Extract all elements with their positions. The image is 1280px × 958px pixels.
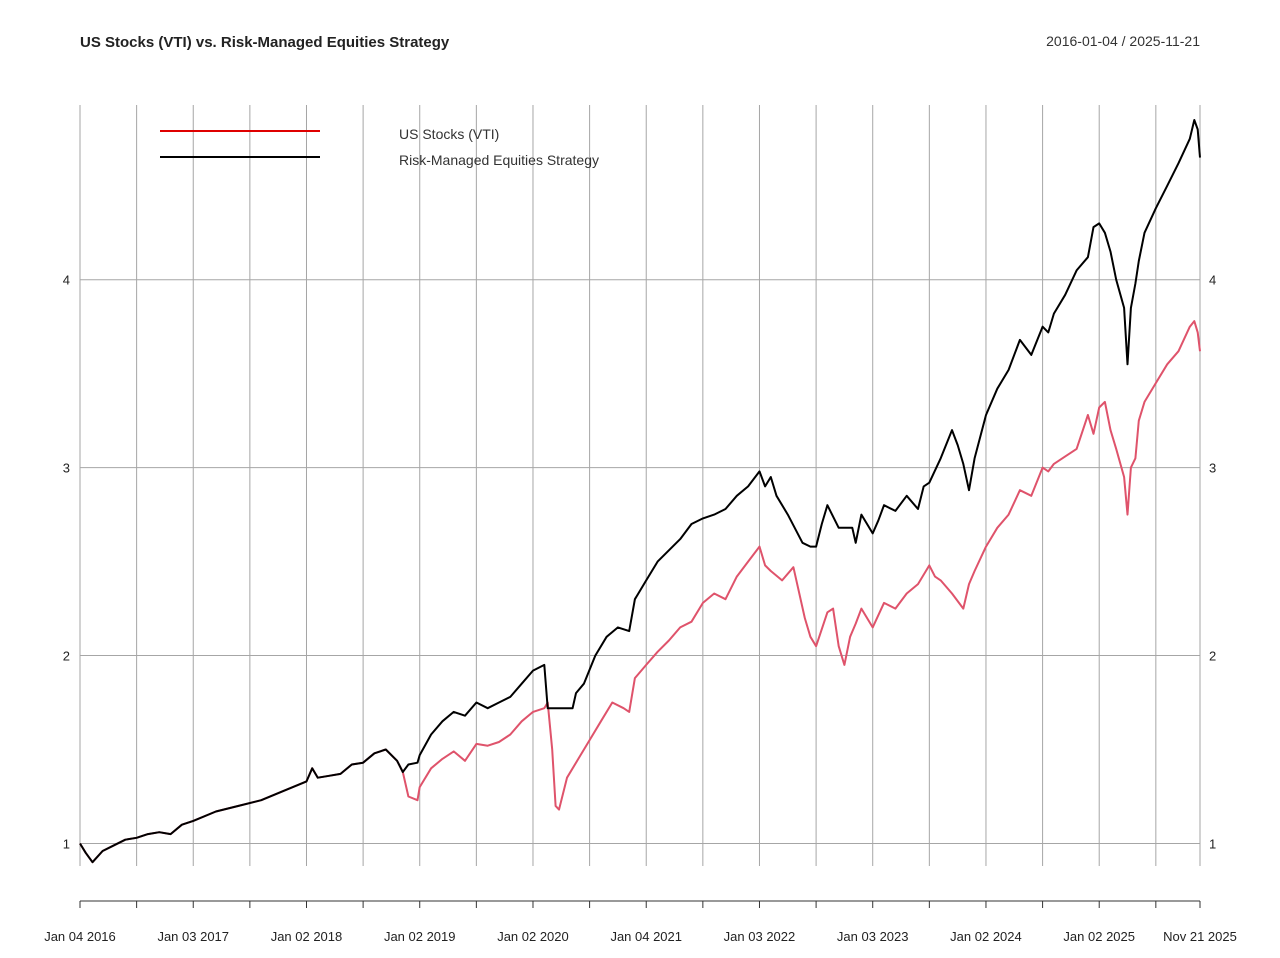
legend-label-vti: US Stocks (VTI) [399,126,499,142]
series-line-risk-managed [79,119,1201,864]
y-axis-left-labels: 1 2 3 4 [63,273,70,852]
legend-label-risk-managed: Risk-Managed Equities Strategy [399,152,599,168]
y-tick-label-right: 1 [1209,836,1216,851]
x-gridlines [79,105,1201,866]
x-tick-label: Jan 03 2023 [837,929,909,944]
y-axis-right-labels: 1 2 3 4 [1209,273,1216,852]
x-tick-label: Jan 02 2025 [1063,929,1135,944]
y-gridlines [80,279,1200,844]
y-tick-label-right: 3 [1209,461,1216,476]
y-tick-label-left: 2 [63,649,70,664]
x-tick-label: Jan 04 2016 [44,929,116,944]
y-tick-label-right: 2 [1209,649,1216,664]
date-range-label: 2016-01-04 / 2025-11-21 [1046,33,1200,49]
legend: US Stocks (VTI) Risk-Managed Equities St… [160,126,599,168]
x-tick-label: Jan 02 2018 [271,929,343,944]
x-tick-label: Jan 04 2021 [610,929,682,944]
x-tick-label: Jan 03 2017 [157,929,229,944]
x-axis: Jan 04 2016 Jan 03 2017 Jan 02 2018 Jan 02 … [44,900,1237,944]
x-tick-label: Jan 03 2022 [724,929,796,944]
x-tick-label: Jan 02 2024 [950,929,1022,944]
x-tick-label: Jan 02 2019 [384,929,456,944]
chart-title: US Stocks (VTI) vs. Risk-Managed Equitie… [80,34,450,51]
y-tick-label-left: 3 [63,461,70,476]
y-tick-label-left: 1 [63,836,70,851]
x-tick-label: Jan 02 2020 [497,929,569,944]
y-tick-label-left: 4 [63,273,70,288]
x-tick-label: Nov 21 2025 [1163,929,1237,944]
y-tick-label-right: 4 [1209,273,1216,288]
series-lines [79,119,1201,864]
